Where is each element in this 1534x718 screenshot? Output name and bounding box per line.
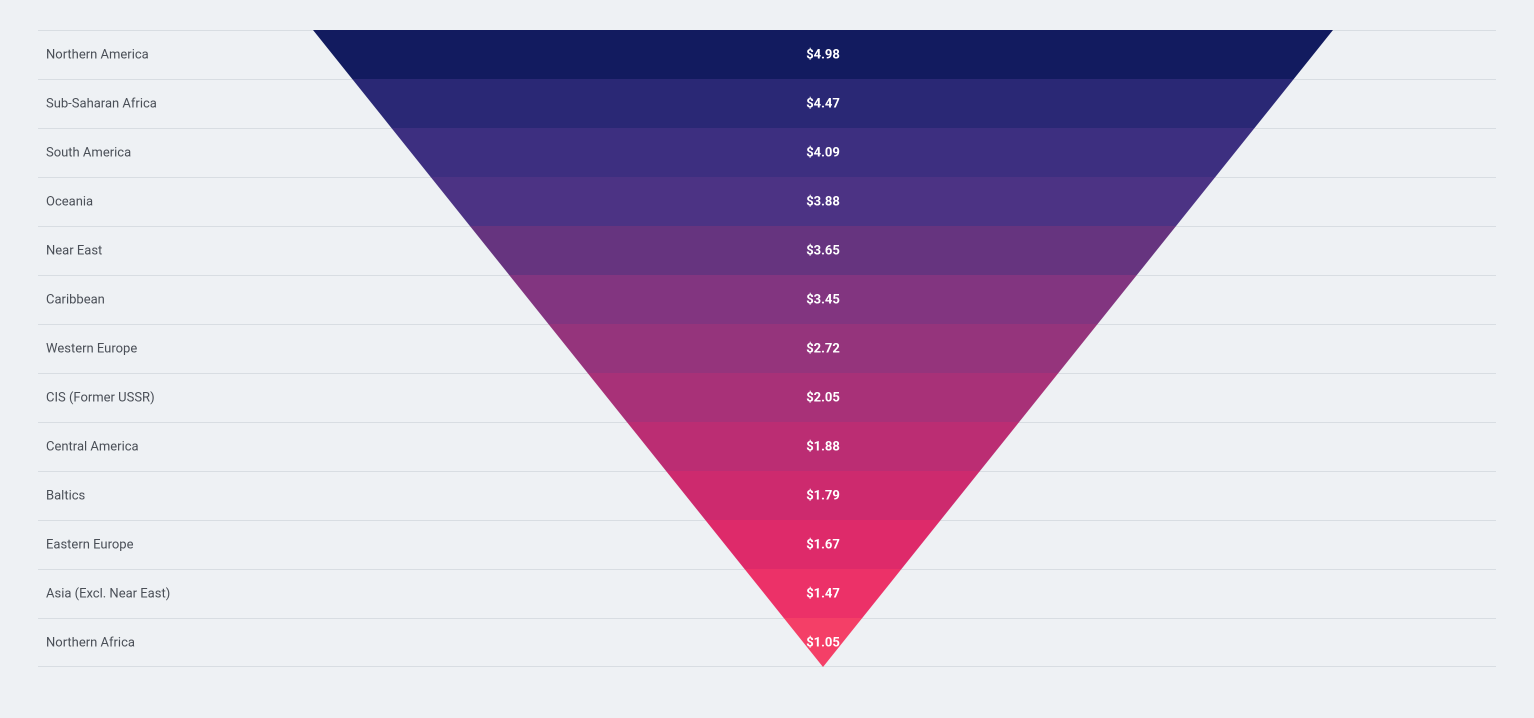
funnel-row-value: $1.05 (806, 635, 840, 650)
funnel-row-value: $4.09 (806, 146, 840, 161)
funnel-row-value: $2.05 (806, 391, 840, 406)
funnel-row: Near East $3.65 (38, 226, 1496, 275)
funnel-row-value: $4.98 (806, 48, 840, 63)
funnel-row: Western Europe $2.72 (38, 324, 1496, 373)
funnel-row-value: $1.79 (806, 489, 840, 504)
funnel-row: Oceania $3.88 (38, 177, 1496, 226)
funnel-row: Northern America $4.98 (38, 30, 1496, 79)
funnel-row-label: Near East (46, 244, 102, 259)
funnel-row-label: Asia (Excl. Near East) (46, 587, 170, 602)
funnel-row-value: $1.67 (806, 538, 840, 553)
funnel-row-label: Oceania (46, 195, 93, 210)
funnel-row: CIS (Former USSR) $2.05 (38, 373, 1496, 422)
funnel-row-label: Baltics (46, 489, 85, 504)
funnel-row: Asia (Excl. Near East) $1.47 (38, 569, 1496, 618)
funnel-row-label: Eastern Europe (46, 538, 133, 553)
funnel-row: Baltics $1.79 (38, 471, 1496, 520)
funnel-row-label: Western Europe (46, 342, 137, 357)
funnel-row: Caribbean $3.45 (38, 275, 1496, 324)
funnel-row-label: CIS (Former USSR) (46, 391, 155, 406)
funnel-row-label: Caribbean (46, 293, 105, 308)
funnel-row-value: $3.65 (806, 244, 840, 259)
funnel-row-label: Northern America (46, 48, 149, 63)
funnel-row-label: Sub-Saharan Africa (46, 97, 157, 112)
funnel-row-label: Central America (46, 440, 139, 455)
funnel-row: South America $4.09 (38, 128, 1496, 177)
funnel-chart: Northern America $4.98 Sub-Saharan Africa $… (38, 0, 1496, 667)
funnel-row-label: South America (46, 146, 131, 161)
funnel-row: Eastern Europe $1.67 (38, 520, 1496, 569)
funnel-row-label: Northern Africa (46, 635, 135, 650)
funnel-row-value: $3.88 (806, 195, 840, 210)
funnel-row-value: $1.88 (806, 440, 840, 455)
funnel-row-value: $3.45 (806, 293, 840, 308)
funnel-body: Northern America $4.98 Sub-Saharan Africa $… (38, 30, 1496, 667)
funnel-row-value: $2.72 (806, 342, 840, 357)
funnel-row: Sub-Saharan Africa $4.47 (38, 79, 1496, 128)
funnel-row-value: $1.47 (806, 587, 840, 602)
funnel-row-value: $4.47 (806, 97, 840, 112)
funnel-row: Central America $1.88 (38, 422, 1496, 471)
funnel-row: Northern Africa $1.05 (38, 618, 1496, 667)
